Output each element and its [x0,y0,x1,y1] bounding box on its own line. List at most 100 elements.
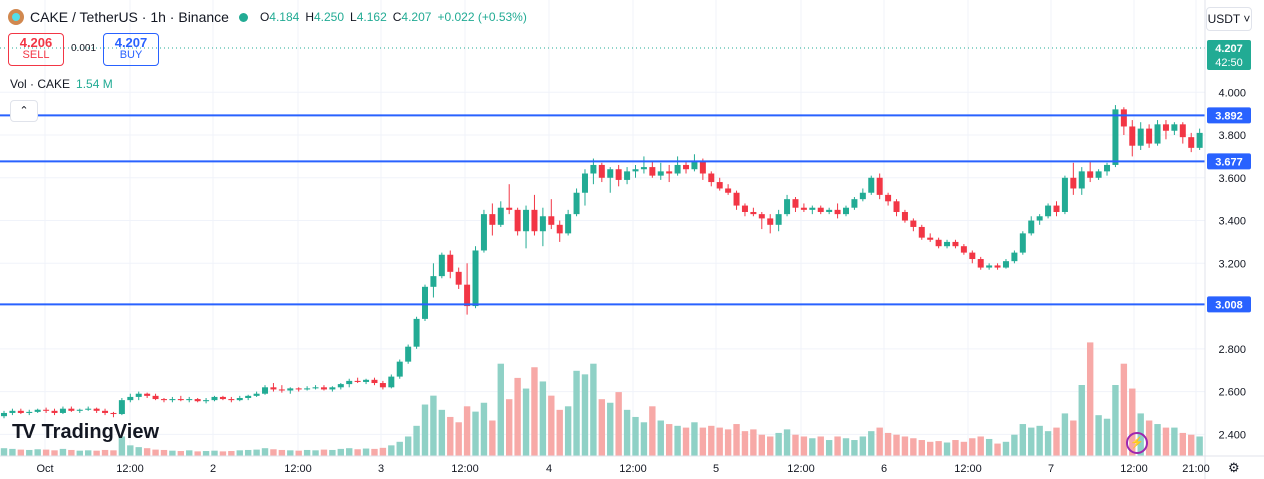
candle-body [885,194,892,202]
candle-body [590,164,597,174]
high-value: 4.250 [314,10,345,24]
candle-body [531,209,538,232]
candle-body [994,265,1001,268]
candle-body [396,361,403,377]
volume-bar [362,448,370,456]
collapse-legend-button[interactable]: ⌃ [10,100,38,122]
candle-body [186,399,193,401]
candle-body [43,409,50,411]
buy-button[interactable]: 4.207 BUY [103,33,159,66]
candle-body [624,171,631,180]
level-price-badge [1207,296,1251,313]
volume-bar [396,441,403,456]
candle-body [1188,137,1195,148]
volume-bar [590,363,597,456]
candle-body [489,214,496,225]
candle-body [228,399,235,401]
open-value: 4.184 [269,10,300,24]
candle-body [1002,261,1009,268]
volume-bar [699,427,707,456]
time-tick-label: 12:00 [619,463,647,475]
settings-gear-icon[interactable]: ⚙ [1228,460,1240,475]
volume-bar [463,406,471,456]
volume-bar [809,438,816,456]
volume-bar [716,427,723,456]
volume-bar [531,367,538,456]
volume-bar [312,450,319,456]
candle-body [733,192,740,206]
candle-body [497,207,504,225]
candle-body [177,399,184,401]
volume-bar [733,424,740,456]
volume-bar [548,395,555,456]
candle-body [910,220,917,227]
volume-bar [379,447,387,456]
volume-bar [287,450,294,456]
candle-body [9,410,16,413]
candle-body [506,207,513,210]
volume-bar [640,422,648,456]
volume-bar [674,425,681,456]
candle-body [472,250,479,307]
volume-bar [278,449,286,456]
volume-bar [1196,436,1203,456]
candle-body [304,388,311,390]
candle-body [51,410,58,413]
volume-bar [834,436,841,456]
low-value: 4.162 [356,10,387,24]
candle-body [826,209,833,212]
time-tick-label: 12:00 [451,463,479,475]
volume-bar [101,449,109,456]
price-axis[interactable]: 4.000 3.800 3.600 3.400 3.200 2.800 2.600 2.400 [1205,0,1264,456]
volume-bar [1145,420,1153,456]
volume-bar [607,402,614,456]
sell-button[interactable]: 4.206 SELL [8,33,64,66]
candle-body [1196,132,1203,148]
volume-bar [1095,415,1102,456]
volume-bar [404,436,412,456]
candle-body [422,286,428,319]
volume-bar [665,424,673,456]
volume-bar [472,411,479,456]
volume-bar [1036,425,1043,456]
last-price-label: 4.207 [1215,43,1243,55]
candle-body [1171,124,1178,131]
volume-bar [657,420,664,456]
candle-body [868,177,875,193]
volume-bar [514,377,521,456]
symbol-title[interactable]: CAKE / TetherUS · 1h · Binance [30,9,229,25]
volume-bar [303,449,311,456]
candle-body [34,409,41,412]
candle-body [287,388,294,391]
candle-body [1087,171,1094,178]
volume-bar [371,448,378,456]
volume-bar [506,399,513,456]
price-tick-label: 2.400 [1218,429,1246,441]
volume-bar [354,449,361,456]
price-tick-label: 4.000 [1218,87,1246,99]
candle-body [817,207,824,212]
candle-body [977,259,984,268]
volume-bar [724,429,732,456]
volume-bar [152,449,159,456]
candle-body [329,387,336,390]
volume-bar [573,370,580,456]
horizontal-lines[interactable] [0,47,1205,306]
volume-bar [26,449,33,456]
volume-bar [817,436,824,456]
currency-selector[interactable]: USDT ˅ [1206,7,1252,31]
volume-bar [708,425,715,456]
price-tick-label: 3.400 [1218,216,1246,228]
candle-body [741,205,748,212]
candle-body [219,396,226,400]
volume-bar [741,431,749,456]
volume-bar [127,445,134,456]
candle-body [405,346,412,362]
watermark-text: TradingView [41,421,160,443]
price-labels: 3.892 3.677 3.008 4.207 42:50 [1207,40,1251,313]
volume-bar [270,449,277,456]
candle-body [666,171,673,174]
lightning-icon[interactable]: ⚡ [1126,432,1148,454]
